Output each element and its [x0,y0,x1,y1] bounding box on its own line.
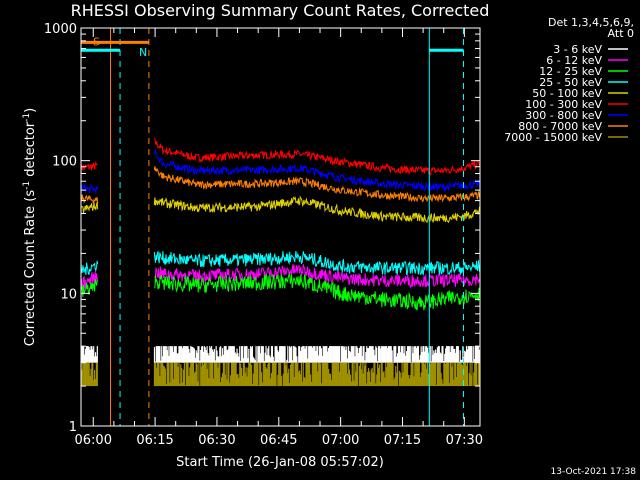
markers-layer: SN [81,28,465,426]
y-axis: 1 10 100 1000 [44,22,480,435]
series-12-25-kev-line-1 [81,278,99,297]
series-7000-15000-kev-band [81,362,480,387]
plot-frame [80,27,481,427]
flag-label: N [139,46,147,59]
series-25-50-kev-line-2 [153,250,480,276]
series-6-12-kev-line-1 [81,270,99,289]
series-50-100-kev-line-2 [153,195,480,224]
legend-entry-label: 3 - 6 keV [553,43,602,56]
series-300-800-kev-line-2 [153,149,480,192]
x-tick-label: 07:30 [446,433,483,448]
legend-entry-label: 25 - 50 keV [539,76,602,89]
x-tick-label: 07:00 [322,433,359,448]
y-axis-label: Corrected Count Rate (s-1 detector-1) [22,108,38,346]
x-tick-label: 06:45 [260,433,297,448]
flag-label: S [93,35,100,48]
x-axis-label: Start Time (26-Jan-08 05:57:02) [176,455,384,470]
footer-timestamp: 13-Oct-2021 17:38 [551,467,637,477]
legend-entry-label: 100 - 300 keV [525,98,602,111]
series-25-50-kev-line-1 [81,260,99,276]
y-tick-label: 100 [52,155,77,170]
legend-header-line-2: Att 0 [608,27,634,40]
legend-entry-label: 50 - 100 keV [532,87,602,100]
x-tick-label: 07:15 [384,433,421,448]
legend-header-line-1: Det 1,3,4,5,6,9, [548,16,634,29]
x-tick-label: 06:00 [75,433,112,448]
legend-entry-label: 12 - 25 keV [539,65,602,78]
series-layer [81,137,480,387]
series-3-6-kev-band [81,346,480,363]
series-100-300-kev-line-2 [153,137,480,177]
x-axis: 06:00 06:15 06:30 06:45 07:00 07:15 07:30 [75,28,483,448]
x-tick-label: 06:30 [198,433,235,448]
series-12-25-kev-line-2 [154,273,480,311]
legend-entry-label: 6 - 12 keV [546,54,602,67]
chart-title: RHESSI Observing Summary Count Rates, Co… [71,1,490,20]
legend-entry-label: 300 - 800 keV [525,109,602,122]
legend-entry-label: 7000 - 15000 keV [504,131,602,144]
series-800-7000-kev-line-2 [153,166,480,203]
y-tick-label: 1000 [44,22,77,37]
legend-entry-label: 800 - 7000 keV [518,120,602,133]
series-300-800-kev-line-1 [81,183,99,194]
x-tick-label: 06:15 [136,433,173,448]
series-50-100-kev-line-1 [81,202,99,214]
y-tick-label: 1 [69,420,77,435]
y-tick-label: 10 [60,287,77,302]
